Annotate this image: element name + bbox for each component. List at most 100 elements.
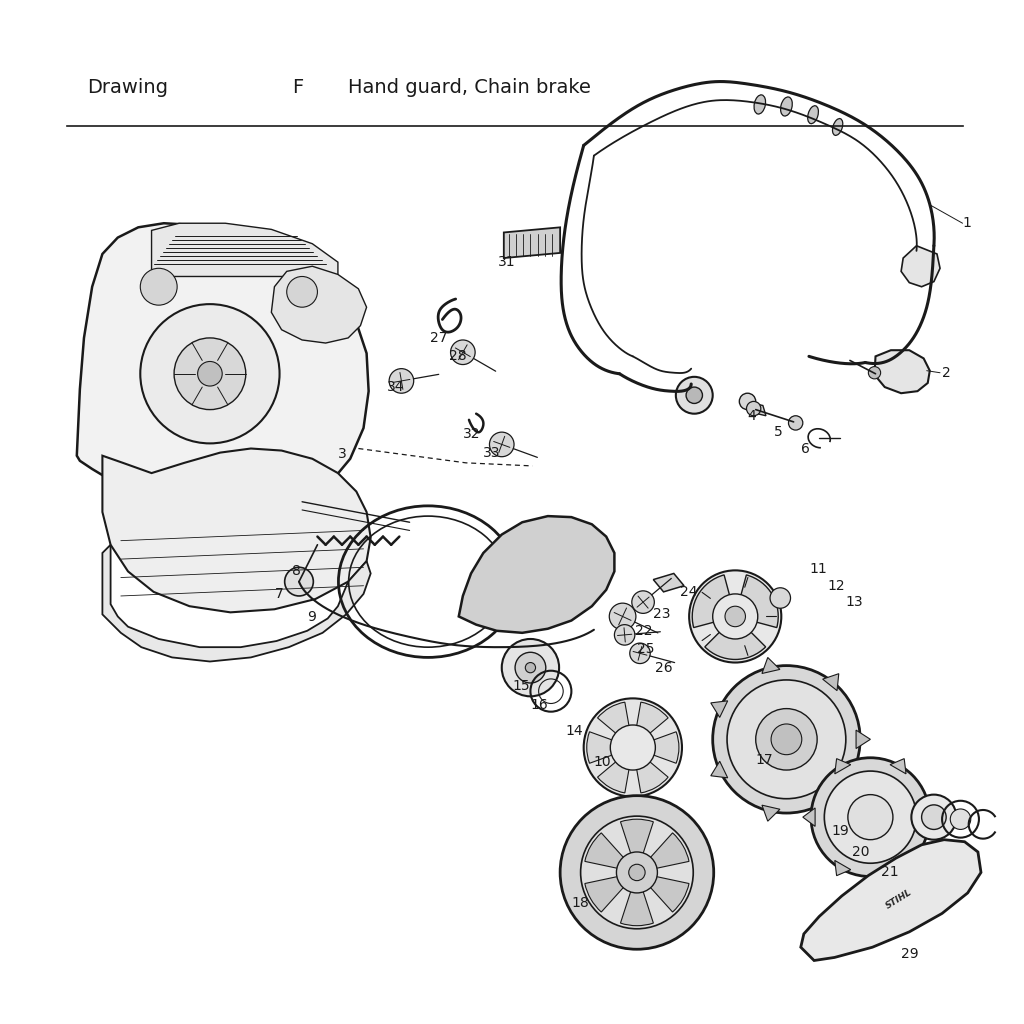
Circle shape <box>614 625 635 645</box>
Circle shape <box>788 416 803 430</box>
Circle shape <box>198 361 222 386</box>
Text: 27: 27 <box>430 331 447 345</box>
Circle shape <box>771 724 802 755</box>
Polygon shape <box>803 808 815 826</box>
Circle shape <box>811 758 930 877</box>
Wedge shape <box>598 748 633 793</box>
Wedge shape <box>598 702 633 748</box>
Ellipse shape <box>833 119 843 135</box>
Polygon shape <box>801 840 981 961</box>
Circle shape <box>560 796 714 949</box>
Polygon shape <box>890 759 906 774</box>
Text: 19: 19 <box>831 824 849 839</box>
Polygon shape <box>711 761 728 778</box>
Text: 26: 26 <box>655 660 673 675</box>
Polygon shape <box>856 730 870 749</box>
Text: 22: 22 <box>635 624 652 638</box>
Circle shape <box>451 340 475 365</box>
Wedge shape <box>633 702 668 748</box>
Text: 2: 2 <box>942 366 951 380</box>
Text: 33: 33 <box>483 445 501 460</box>
Circle shape <box>713 594 758 639</box>
Circle shape <box>824 771 916 863</box>
Circle shape <box>140 304 280 443</box>
Text: 17: 17 <box>756 753 773 767</box>
Circle shape <box>848 795 893 840</box>
Wedge shape <box>585 833 637 872</box>
Circle shape <box>515 652 546 683</box>
Text: 18: 18 <box>571 896 589 910</box>
Circle shape <box>525 663 536 673</box>
Polygon shape <box>762 657 780 674</box>
Text: F: F <box>292 78 303 96</box>
Text: 25: 25 <box>637 642 654 656</box>
Text: 5: 5 <box>774 425 783 439</box>
Polygon shape <box>102 449 371 612</box>
Circle shape <box>584 698 682 797</box>
Circle shape <box>770 588 791 608</box>
Polygon shape <box>890 860 906 876</box>
Circle shape <box>686 387 702 403</box>
Text: 16: 16 <box>530 697 548 712</box>
Polygon shape <box>711 700 728 718</box>
Polygon shape <box>822 674 839 690</box>
Text: 7: 7 <box>274 587 284 601</box>
Text: 21: 21 <box>881 865 898 880</box>
Circle shape <box>581 816 693 929</box>
Text: 32: 32 <box>463 427 480 441</box>
Text: 6: 6 <box>801 441 810 456</box>
Polygon shape <box>835 860 851 876</box>
Circle shape <box>756 709 817 770</box>
Polygon shape <box>102 545 371 662</box>
Circle shape <box>689 570 781 663</box>
Circle shape <box>739 393 756 410</box>
Text: 31: 31 <box>498 255 515 269</box>
Circle shape <box>868 367 881 379</box>
Polygon shape <box>874 350 930 393</box>
Wedge shape <box>585 872 637 912</box>
Text: STIHL: STIHL <box>885 888 913 910</box>
Text: 20: 20 <box>852 845 869 859</box>
Polygon shape <box>762 805 780 821</box>
Wedge shape <box>621 819 653 872</box>
Circle shape <box>616 852 657 893</box>
Circle shape <box>911 795 956 840</box>
Polygon shape <box>926 808 938 826</box>
Polygon shape <box>152 223 338 276</box>
Wedge shape <box>637 872 689 912</box>
Circle shape <box>713 666 860 813</box>
Text: 1: 1 <box>963 216 972 230</box>
Text: 23: 23 <box>653 607 671 622</box>
Text: 24: 24 <box>680 585 697 599</box>
Circle shape <box>285 567 313 596</box>
Polygon shape <box>835 759 851 774</box>
Polygon shape <box>653 573 684 592</box>
Circle shape <box>922 805 946 829</box>
Polygon shape <box>459 516 614 633</box>
Circle shape <box>629 864 645 881</box>
Ellipse shape <box>808 105 818 124</box>
Wedge shape <box>692 574 735 628</box>
Text: 10: 10 <box>594 755 611 769</box>
Polygon shape <box>822 788 839 805</box>
Ellipse shape <box>754 95 766 114</box>
Text: 12: 12 <box>827 579 845 593</box>
Polygon shape <box>745 401 766 416</box>
Polygon shape <box>271 266 367 343</box>
Polygon shape <box>77 223 369 516</box>
Ellipse shape <box>780 97 793 116</box>
Text: 34: 34 <box>387 380 404 394</box>
Circle shape <box>632 591 654 613</box>
Text: 4: 4 <box>748 409 757 423</box>
Circle shape <box>950 809 971 829</box>
Text: Drawing: Drawing <box>87 78 168 96</box>
Wedge shape <box>735 574 778 628</box>
Circle shape <box>610 725 655 770</box>
Polygon shape <box>504 227 560 258</box>
Circle shape <box>174 338 246 410</box>
Text: 28: 28 <box>449 349 466 364</box>
Circle shape <box>140 268 177 305</box>
Text: 9: 9 <box>307 610 316 625</box>
Wedge shape <box>587 732 633 763</box>
Text: 3: 3 <box>338 446 347 461</box>
